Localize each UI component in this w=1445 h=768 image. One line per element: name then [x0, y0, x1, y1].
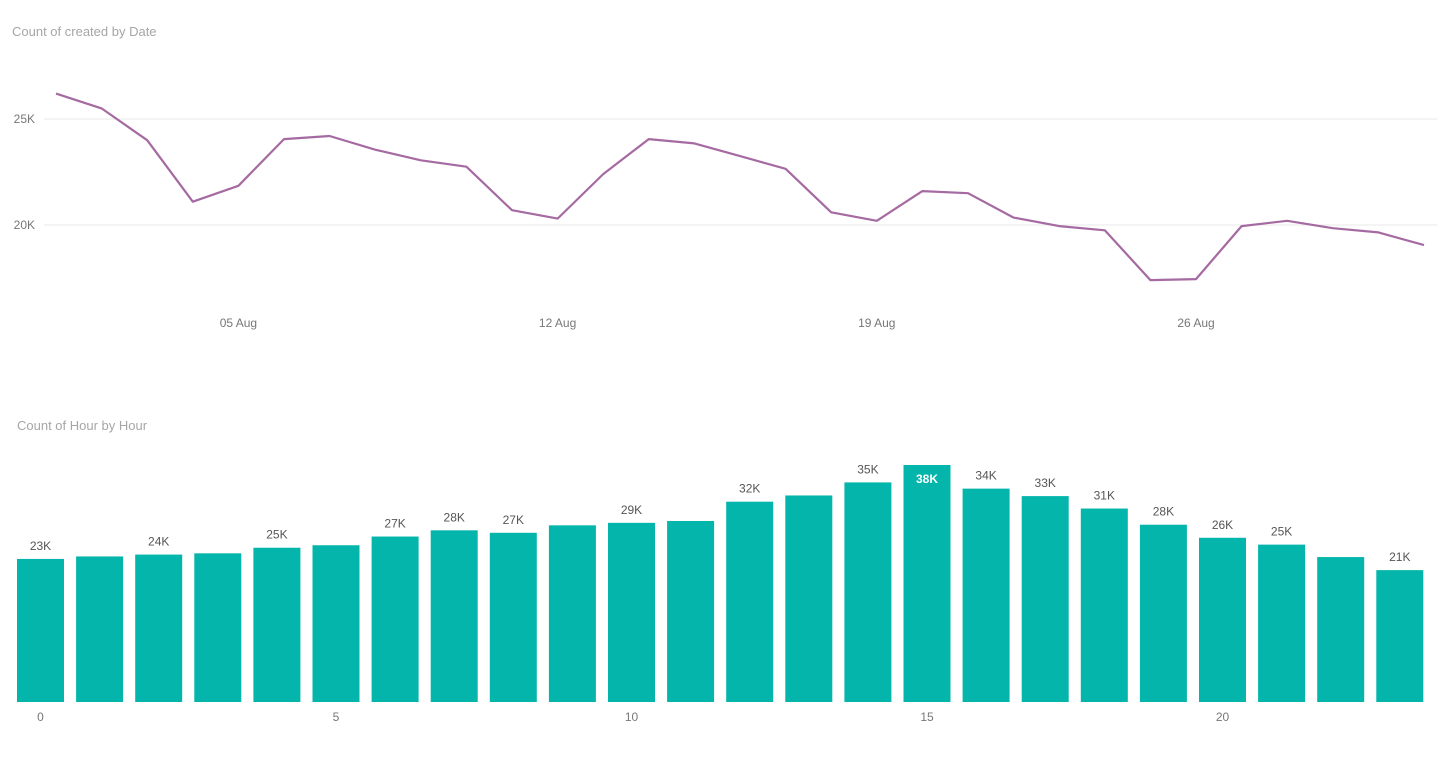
data-label: 27K — [503, 513, 524, 527]
data-label: 38K — [916, 472, 938, 486]
y-tick-label: 20K — [14, 218, 35, 232]
x-tick-label: 5 — [333, 710, 340, 724]
bar — [371, 536, 419, 702]
data-label: 21K — [1389, 550, 1410, 564]
x-tick-label: 10 — [625, 710, 639, 724]
bar — [1258, 544, 1306, 702]
data-label: 25K — [1271, 525, 1292, 539]
bar — [1139, 524, 1187, 702]
data-label: 31K — [1094, 489, 1115, 503]
x-tick-label: 05 Aug — [220, 316, 257, 330]
data-label: 29K — [621, 503, 642, 517]
bar — [489, 532, 537, 702]
bar — [1376, 570, 1424, 702]
line-chart: 25K 20K 05 Aug 12 Aug 19 Aug 26 Aug — [14, 92, 1437, 330]
data-label: 28K — [444, 510, 465, 524]
bar — [194, 553, 242, 702]
bar — [726, 501, 774, 702]
bar — [1317, 557, 1365, 702]
x-tick-label: 15 — [920, 710, 934, 724]
x-tick-label: 0 — [37, 710, 44, 724]
bar — [962, 488, 1010, 702]
bar — [430, 530, 478, 702]
bar — [903, 465, 951, 702]
bar — [667, 520, 715, 702]
bar-chart-title: Count of Hour by Hour — [17, 418, 148, 433]
data-label: 33K — [1035, 476, 1056, 490]
data-label: 32K — [739, 482, 760, 496]
bar — [1021, 496, 1069, 702]
bar — [608, 522, 655, 702]
data-label: 23K — [30, 539, 51, 553]
data-label: 34K — [975, 469, 996, 483]
data-label: 27K — [384, 517, 405, 531]
line-chart-title: Count of created by Date — [12, 24, 157, 39]
bar — [548, 525, 596, 702]
bar — [76, 556, 124, 702]
x-tick-label: 20 — [1216, 710, 1230, 724]
data-label: 35K — [857, 462, 878, 476]
bar — [17, 558, 64, 702]
x-tick-label: 26 Aug — [1177, 316, 1214, 330]
bar — [312, 545, 360, 702]
bar — [844, 482, 892, 702]
bar — [253, 547, 301, 702]
x-tick-label: 19 Aug — [858, 316, 895, 330]
x-tick-label: 12 Aug — [539, 316, 576, 330]
data-label: 28K — [1153, 505, 1174, 519]
bar — [1199, 537, 1246, 702]
data-label: 24K — [148, 535, 169, 549]
bar — [785, 495, 833, 702]
data-label: 25K — [266, 528, 287, 542]
series-line — [55, 92, 1425, 282]
bar — [1080, 508, 1128, 702]
data-label: 26K — [1212, 518, 1233, 532]
bar — [135, 554, 183, 702]
y-tick-label: 25K — [14, 112, 35, 126]
